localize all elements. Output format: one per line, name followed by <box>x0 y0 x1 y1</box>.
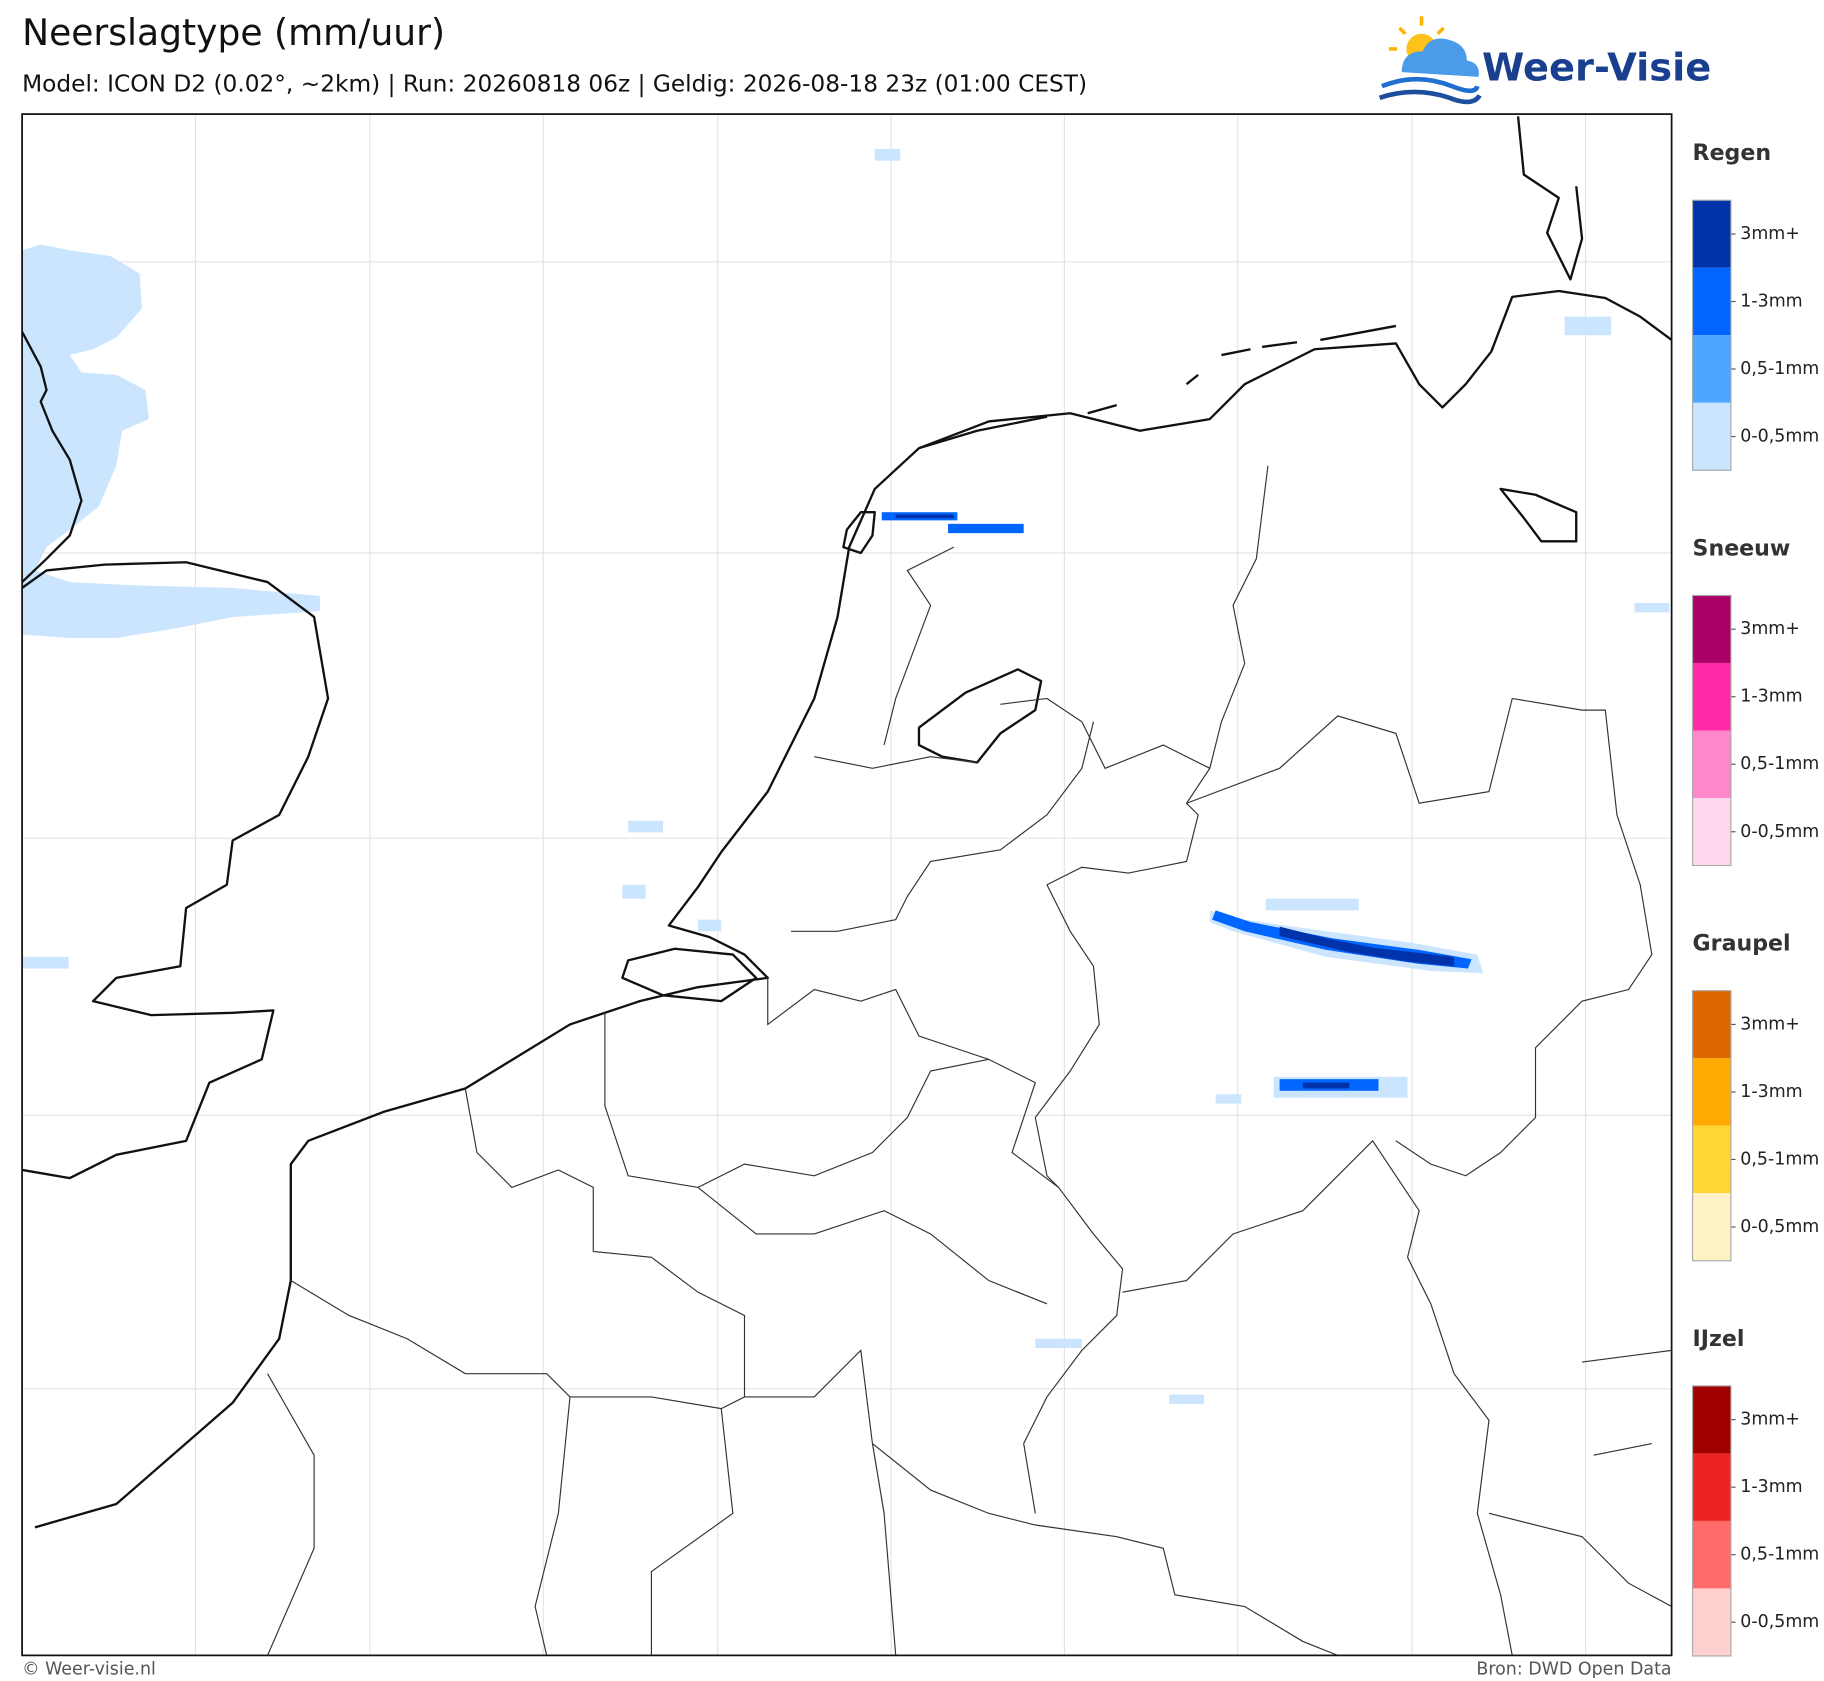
legend-swatch <box>1692 1058 1731 1126</box>
footer-right: Bron: DWD Open Data <box>1476 1659 1671 1679</box>
legend-frame <box>1691 199 1732 471</box>
legend-label: 3mm+ <box>1740 1014 1800 1034</box>
legend-frame <box>1691 1385 1732 1657</box>
legend-swatch <box>1692 267 1731 336</box>
logo: Weer-Visie <box>1378 16 1711 105</box>
legend-label: 0,5-1mm <box>1740 359 1819 379</box>
legend-title: Graupel <box>1693 931 1791 957</box>
legend-title: IJzel <box>1693 1326 1745 1352</box>
legend-label: 0-0,5mm <box>1740 822 1819 842</box>
logo-text: Weer-Visie <box>1482 45 1711 90</box>
legend-label: 1-3mm <box>1740 687 1802 707</box>
legend-swatch <box>1692 595 1731 663</box>
footer-left: © Weer-visie.nl <box>22 1659 156 1679</box>
legend-label: 3mm+ <box>1740 224 1800 244</box>
legend-swatch <box>1692 1193 1731 1261</box>
legend-swatch <box>1692 1125 1731 1194</box>
legend-swatch <box>1692 1453 1731 1521</box>
legend-frame <box>1691 990 1732 1262</box>
legend-label: 0-0,5mm <box>1740 427 1819 447</box>
legend-label: 3mm+ <box>1740 1410 1800 1430</box>
legend-swatch <box>1692 200 1731 268</box>
legend-label: 1-3mm <box>1740 292 1802 312</box>
map <box>21 113 1673 1657</box>
legend-title: Regen <box>1693 140 1772 166</box>
legend-swatch <box>1692 335 1731 403</box>
legend-label: 0-0,5mm <box>1740 1217 1819 1237</box>
legend-frame <box>1691 594 1732 867</box>
legend-label: 3mm+ <box>1740 619 1800 639</box>
legend-swatch <box>1692 1385 1731 1454</box>
legend-label: 0,5-1mm <box>1740 754 1819 774</box>
legend-swatch <box>1692 990 1731 1059</box>
legend: Regen 3mm+ 1-3mm 0,5-1mm 0-0,5mm Sneeuw 3mm+ 1-… <box>1691 140 1819 1657</box>
legend-label: 0,5-1mm <box>1740 1545 1819 1565</box>
legend-label: 1-3mm <box>1740 1082 1802 1102</box>
legend-swatch <box>1692 798 1731 866</box>
legend-label: 1-3mm <box>1740 1477 1802 1497</box>
legend-swatch <box>1692 1588 1731 1656</box>
legend-label: 0,5-1mm <box>1740 1149 1819 1169</box>
coastlines <box>21 116 1673 1529</box>
legend-label: 0-0,5mm <box>1740 1612 1819 1632</box>
legend-swatch <box>1692 402 1731 471</box>
legend-swatch <box>1692 1520 1731 1589</box>
legend-title: Sneeuw <box>1693 535 1791 561</box>
subtitle: Model: ICON D2 (0.02°, ~2km) | Run: 2026… <box>22 70 1087 97</box>
legend-swatch <box>1692 662 1731 731</box>
title: Neerslagtype (mm/uur) <box>22 12 445 54</box>
borders <box>267 465 1672 1656</box>
precipitation <box>22 149 1670 1404</box>
graticule <box>22 114 1672 1656</box>
legend-swatch <box>1692 730 1731 799</box>
